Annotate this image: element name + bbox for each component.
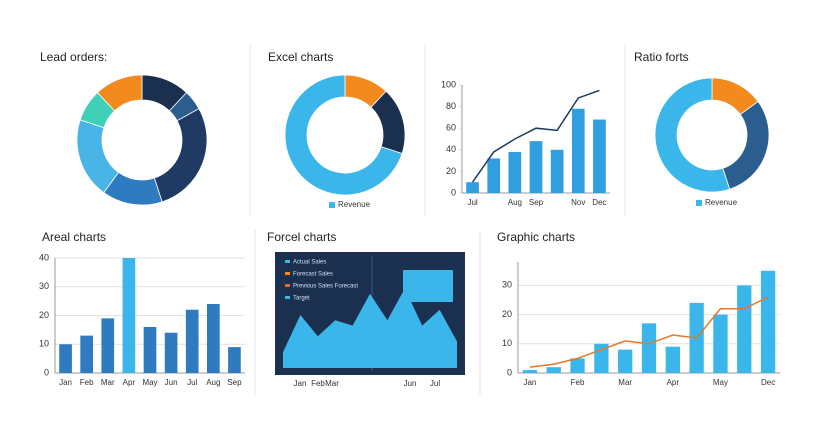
y-tick-label: 60: [446, 123, 456, 133]
x-tick-label: Aug: [508, 198, 522, 207]
x-tick-label: Jul: [187, 378, 197, 387]
bar: [80, 335, 93, 373]
donut-segment: [96, 74, 143, 112]
bar: [713, 314, 728, 373]
y-tick-label: 10: [39, 339, 49, 349]
x-tick-label: Mar: [325, 379, 339, 388]
chart-title: Lead orders:: [40, 50, 107, 64]
y-tick-label: 0: [451, 187, 456, 197]
x-tick-label: Feb: [80, 378, 94, 387]
bar: [618, 349, 633, 373]
x-tick-label: Dec: [761, 378, 775, 387]
y-tick-label: 20: [502, 309, 512, 319]
legend-label: Target: [293, 296, 310, 302]
legend-swatch: [285, 296, 290, 299]
bar: [760, 270, 776, 373]
x-tick-label: Feb: [571, 378, 585, 387]
bar: [101, 318, 115, 373]
bar: [546, 367, 561, 373]
legend-swatch: [329, 202, 335, 208]
y-tick-label: 40: [39, 252, 49, 262]
chart-title: Areal charts: [42, 230, 106, 244]
highlight-box: [403, 270, 453, 302]
bar: [207, 304, 220, 373]
bar: [185, 309, 199, 373]
chart-title: Graphic charts: [497, 230, 575, 244]
legend-swatch: [696, 200, 702, 206]
bar: [593, 119, 606, 193]
chart-title: Excel charts: [268, 50, 333, 64]
legend-label: Previous Sales Forecast: [293, 284, 358, 290]
bar: [570, 358, 585, 373]
trend-line: [529, 296, 769, 368]
x-tick-label: Nov: [571, 198, 585, 207]
x-tick-label: Jan: [294, 379, 307, 388]
y-tick-label: 0: [44, 367, 49, 377]
x-tick-label: Sep: [529, 198, 544, 207]
bar: [164, 332, 178, 373]
bar: [122, 258, 136, 373]
chart-title: Ratio forts: [634, 50, 689, 64]
bar: [571, 108, 585, 193]
x-tick-label: Feb: [311, 379, 325, 388]
x-tick-label: May: [142, 378, 157, 387]
bar: [508, 151, 522, 193]
area: [283, 288, 457, 368]
y-tick-label: 20: [39, 310, 49, 320]
x-tick-label: Apr: [123, 378, 136, 387]
donut-segment: [284, 74, 403, 196]
x-tick-label: May: [713, 378, 728, 387]
bar: [665, 346, 680, 373]
y-tick-label: 30: [502, 280, 512, 290]
y-tick-label: 10: [502, 338, 512, 348]
y-tick-label: 20: [446, 166, 456, 176]
y-tick-label: 0: [507, 367, 512, 377]
x-tick-label: Jul: [430, 379, 440, 388]
x-tick-label: Dec: [592, 198, 606, 207]
bar: [487, 158, 501, 193]
trend-line: [471, 89, 600, 183]
donut-segment: [654, 77, 731, 193]
x-tick-label: Jan: [523, 378, 536, 387]
bar: [550, 149, 564, 193]
x-tick-label: Jun: [165, 378, 178, 387]
legend-label: Revenue: [705, 198, 738, 207]
x-tick-label: Jul: [467, 198, 477, 207]
chart-title: Forcel charts: [267, 230, 336, 244]
x-tick-label: Mar: [618, 378, 632, 387]
legend-swatch: [285, 284, 290, 287]
bar: [143, 327, 157, 373]
bar: [529, 141, 543, 193]
x-tick-label: Apr: [667, 378, 680, 387]
legend-swatch: [285, 272, 290, 275]
x-tick-label: Jan: [59, 378, 72, 387]
bar: [737, 285, 752, 373]
legend-label: Actual Sales: [293, 260, 326, 266]
legend-label: Forecast Sales: [293, 272, 333, 278]
x-tick-label: Jun: [404, 379, 417, 388]
legend-swatch: [285, 260, 290, 263]
bar: [59, 344, 72, 373]
legend-label: Revenue: [338, 200, 371, 209]
y-tick-label: 40: [446, 144, 456, 154]
bar: [466, 182, 479, 193]
x-tick-label: Aug: [206, 378, 220, 387]
x-tick-label: Sep: [227, 378, 242, 387]
x-tick-label: Mar: [101, 378, 115, 387]
bar: [641, 323, 657, 373]
bar: [228, 347, 241, 373]
y-tick-label: 80: [446, 101, 456, 111]
y-tick-label: 30: [39, 281, 49, 291]
y-tick-label: 100: [441, 79, 456, 89]
bar: [522, 370, 538, 373]
